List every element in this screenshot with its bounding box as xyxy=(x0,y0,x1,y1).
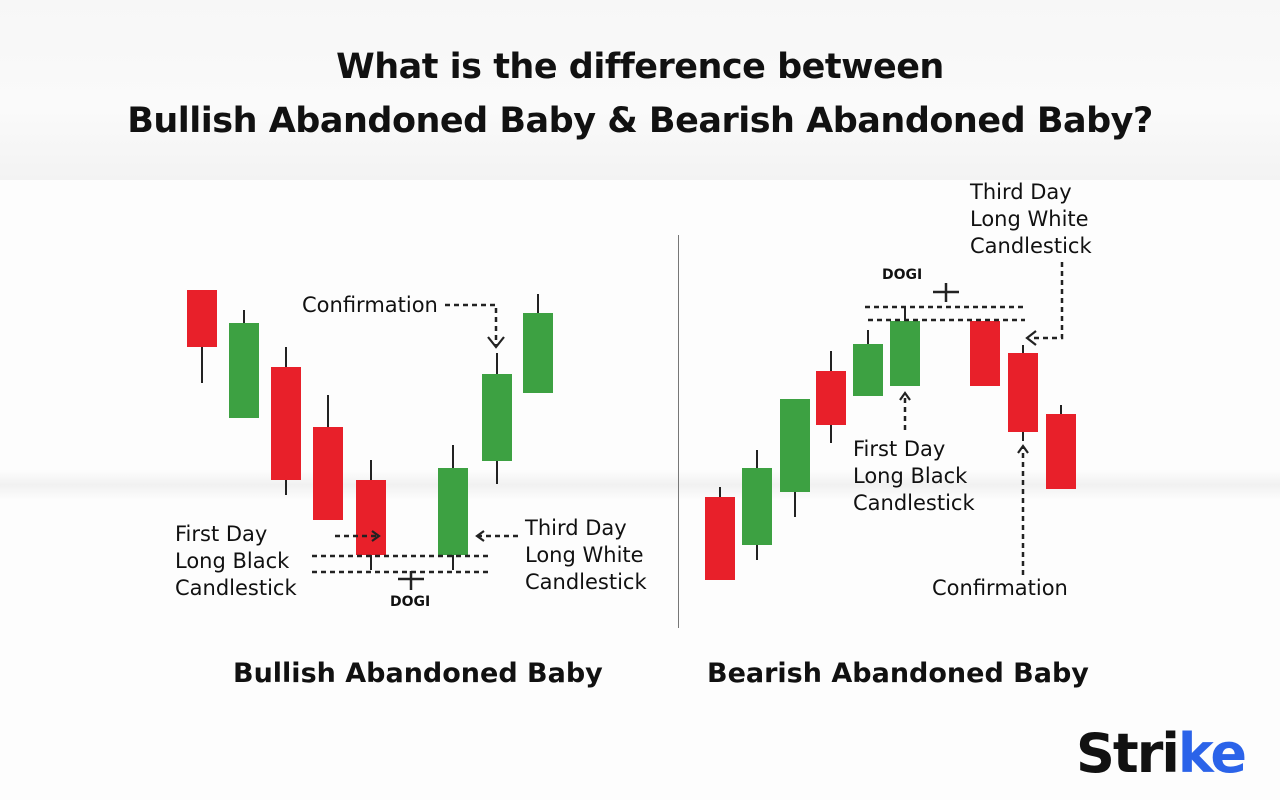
bullish-candle xyxy=(780,399,810,492)
bullish-candle xyxy=(438,468,468,555)
bearish-candle xyxy=(187,290,217,347)
bullish-candle xyxy=(890,321,920,386)
bearish-candle xyxy=(313,427,343,520)
bullish-doji-label: DOGI xyxy=(390,594,431,610)
bearish-first-day-label: First Day Long Black Candlestick xyxy=(853,437,975,515)
bearish-doji-label: DOGI xyxy=(882,267,923,283)
title-line-1: What is the difference between xyxy=(336,47,944,87)
bearish-candle xyxy=(816,371,846,425)
doji-cross-icons xyxy=(398,283,959,590)
bullish-confirmation-label: Confirmation xyxy=(302,293,438,317)
bullish-candle xyxy=(523,313,553,393)
bullish-caption: Bullish Abandoned Baby xyxy=(233,658,603,689)
bearish-third-day-label: Third Day Long White Candlestick xyxy=(970,180,1092,258)
bearish-candle xyxy=(271,367,301,480)
bullish-candle xyxy=(853,344,883,396)
bearish-candle xyxy=(1008,353,1038,432)
arrowheads xyxy=(371,330,1037,542)
bullish-candle xyxy=(482,374,512,461)
bearish-candle xyxy=(1046,414,1076,489)
strike-logo: Strike xyxy=(1076,722,1247,785)
title-line-2: Bullish Abandoned Baby & Bearish Abandon… xyxy=(127,101,1153,141)
bearish-confirmation-label: Confirmation xyxy=(932,576,1068,600)
bearish-candle xyxy=(356,480,386,555)
bearish-candle xyxy=(705,497,735,580)
bullish-candle xyxy=(742,468,772,545)
panel-divider xyxy=(678,235,679,628)
bullish-candle xyxy=(229,323,259,418)
bearish-candle xyxy=(970,321,1000,386)
header-band xyxy=(0,0,1280,180)
bullish-first-day-label: First Day Long Black Candlestick xyxy=(175,522,297,600)
bearish-caption: Bearish Abandoned Baby xyxy=(707,658,1089,689)
bullish-third-day-label: Third Day Long White Candlestick xyxy=(525,516,647,594)
annotation-lines xyxy=(312,262,1064,575)
